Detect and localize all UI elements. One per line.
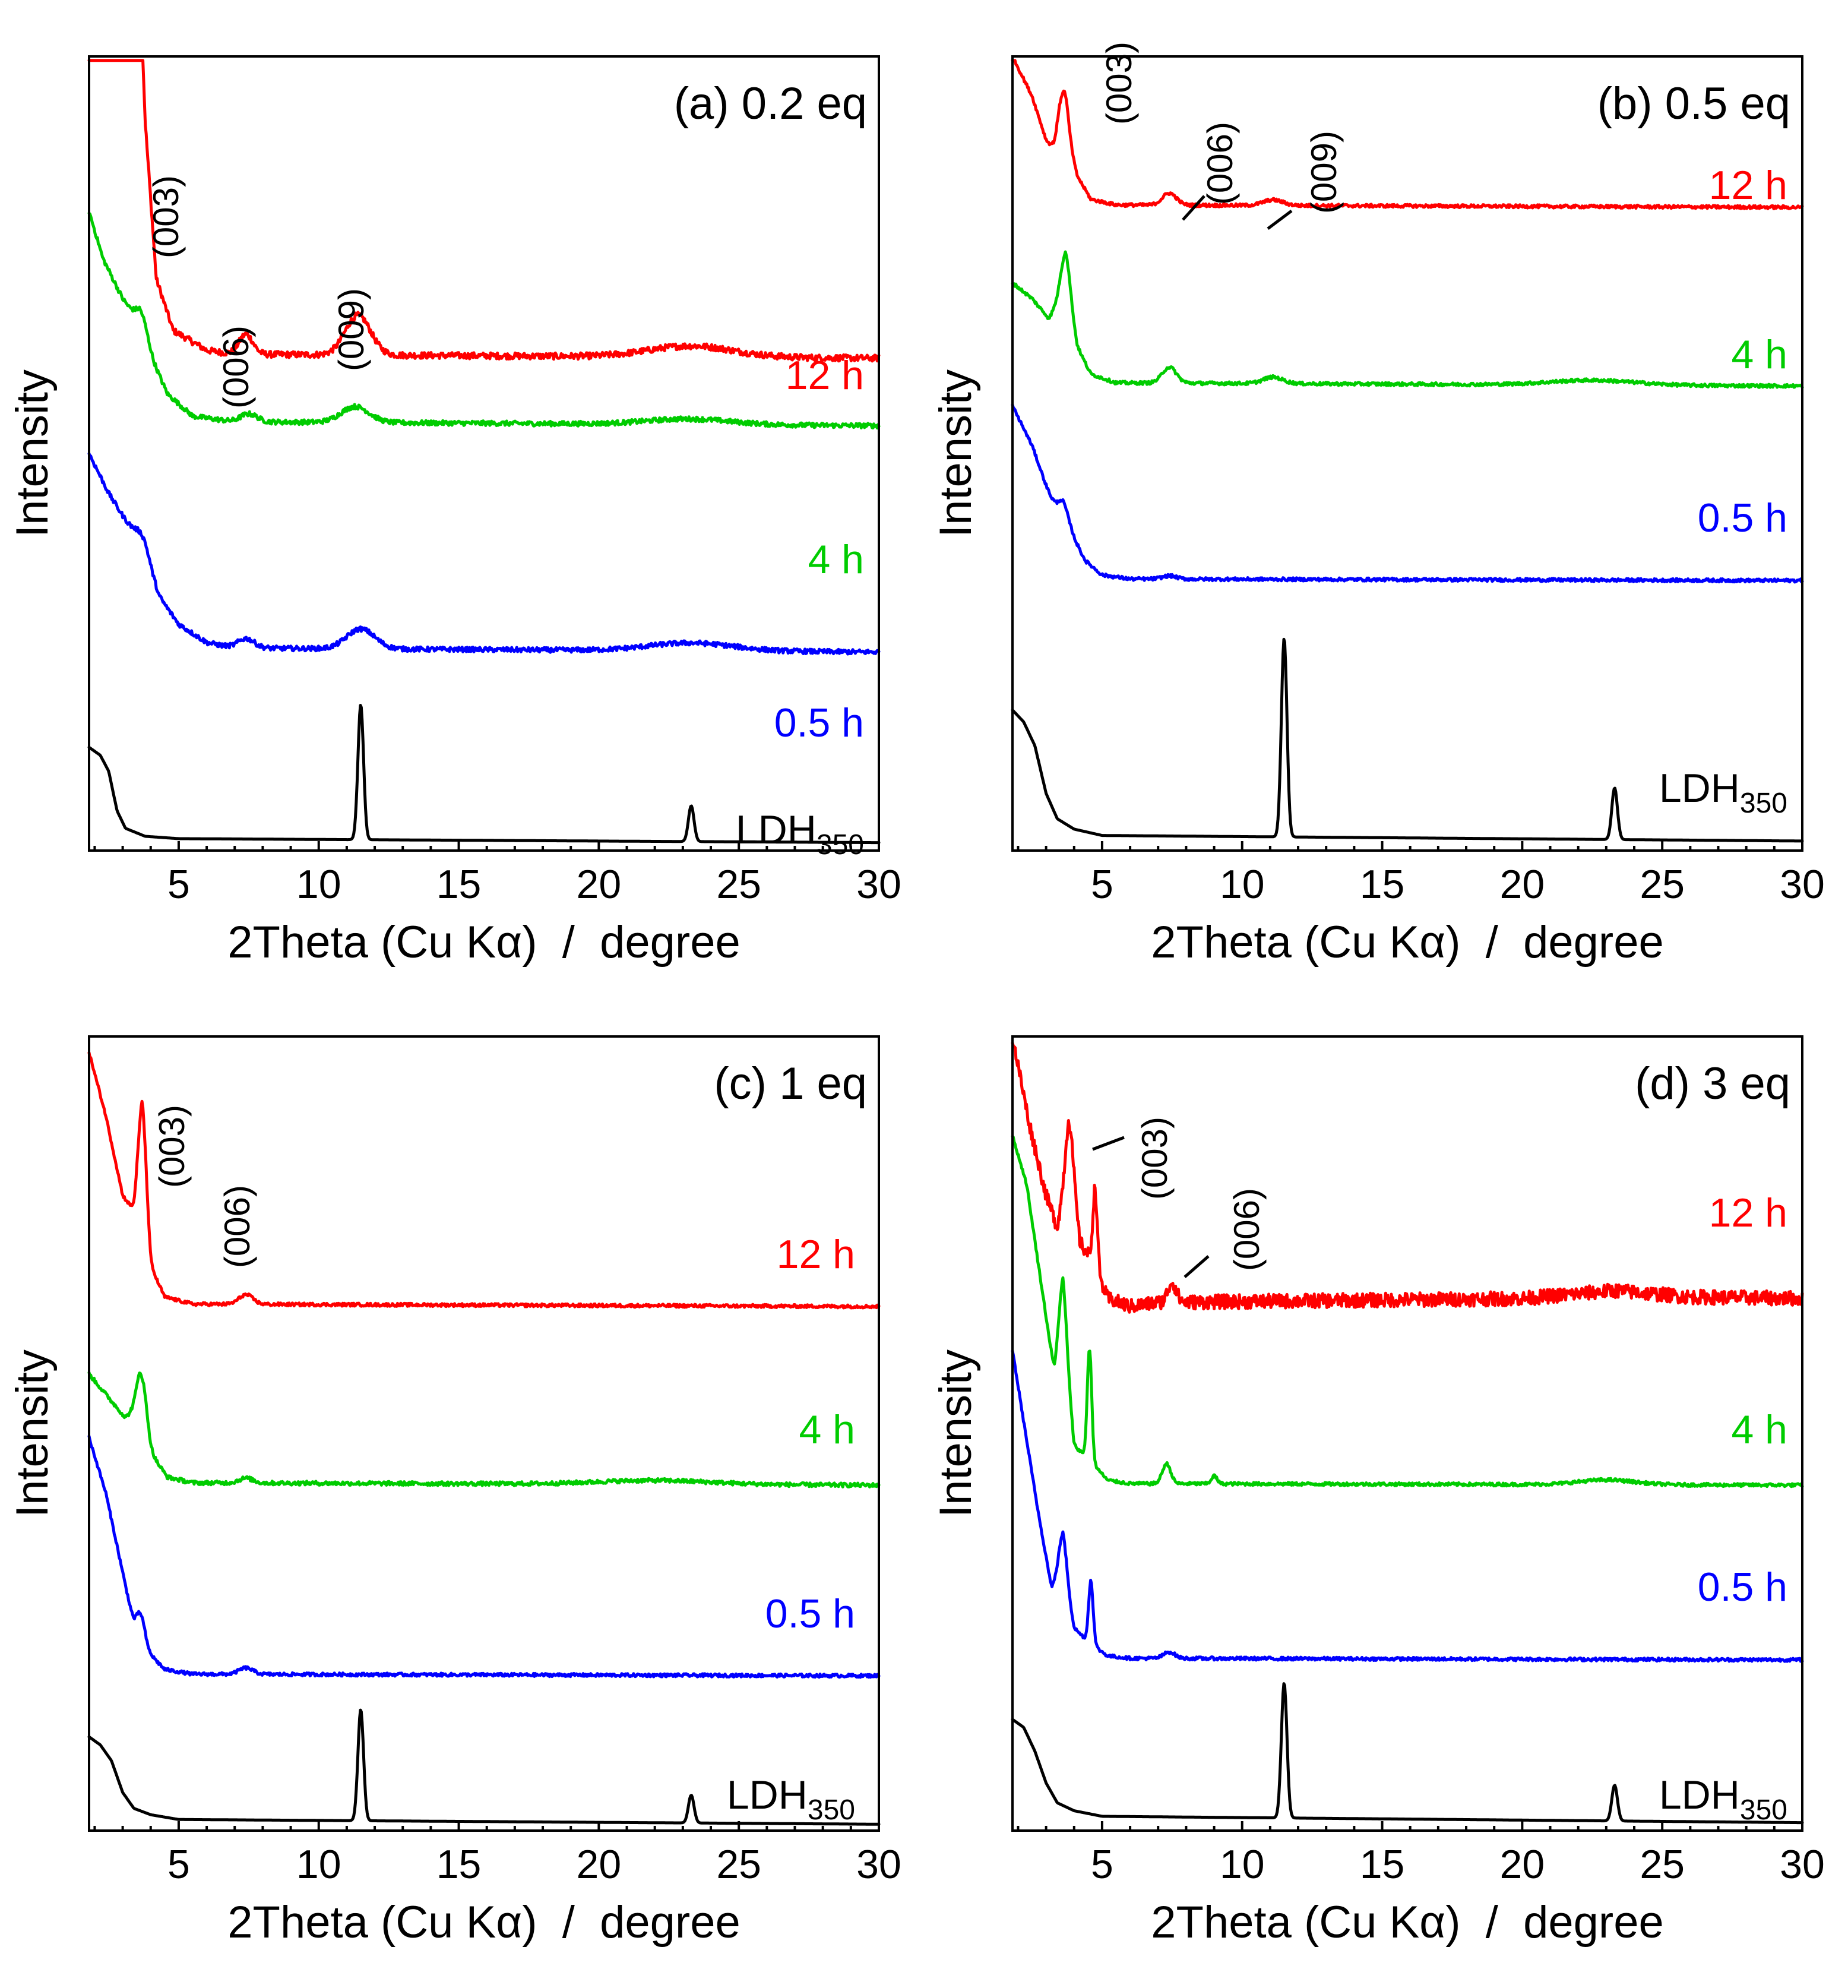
trace-0p5h — [1011, 1349, 1804, 1663]
series-label: LDH350 — [736, 807, 864, 861]
series-label: 12 h — [1709, 1190, 1787, 1235]
x-tick-label: 20 — [577, 1842, 622, 1887]
y-axis-title: Intensity — [931, 369, 981, 538]
trace-12h — [87, 1051, 881, 1310]
y-axis-title: Intensity — [7, 1349, 58, 1518]
trace-LDH350 — [1011, 1682, 1804, 1825]
x-tick-label: 30 — [856, 862, 901, 907]
trace-LDH350 — [87, 1708, 881, 1826]
panel-title: (a) 0.2 eq — [674, 78, 867, 129]
trace-12h — [1011, 1041, 1804, 1314]
panel-b: 5 10 15 20 25 30 2Theta (Cu Kα) / degree Intens… — [931, 42, 1825, 968]
series-label: LDH350 — [1659, 766, 1787, 819]
peak-label: (003) — [1099, 42, 1139, 125]
x-tick-label: 30 — [1780, 862, 1825, 907]
trace-4h — [1011, 1134, 1804, 1488]
x-tick-label: 20 — [1500, 862, 1545, 907]
x-axis-title: 2Theta (Cu Kα) / degree — [1151, 917, 1663, 968]
trace-12h — [1011, 59, 1804, 210]
peak-label: (009) — [331, 288, 371, 371]
series-label: 4 h — [1731, 332, 1787, 377]
peak-label: (009) — [1304, 131, 1344, 214]
panel-title: (c) 1 eq — [714, 1058, 867, 1109]
trace-0p5h — [87, 452, 881, 656]
x-tick-label: 25 — [1640, 862, 1685, 907]
panel-d: 5 10 15 20 25 30 2Theta (Cu Kα) / degree Intens… — [931, 1035, 1825, 1948]
trace-12h — [87, 59, 881, 363]
panel-title: (d) 3 eq — [1635, 1058, 1790, 1109]
x-tick-label: 15 — [436, 862, 482, 907]
x-tick-label: 30 — [856, 1842, 901, 1887]
x-tick-label: 25 — [1640, 1842, 1685, 1887]
x-tick-label: 20 — [577, 862, 622, 907]
x-tick-label: 10 — [1220, 1842, 1265, 1887]
x-tick-label: 25 — [716, 1842, 761, 1887]
trace-4h — [87, 211, 881, 430]
series-label: 4 h — [1731, 1407, 1787, 1452]
peak-leader-line — [1184, 1255, 1210, 1278]
x-tick-label: 5 — [167, 862, 190, 907]
peak-label: (003) — [1135, 1117, 1175, 1200]
y-axis-title: Intensity — [931, 1349, 981, 1518]
plot-frame — [88, 1035, 880, 1832]
peak-label: (006) — [1227, 1188, 1267, 1271]
x-axis-title: 2Theta (Cu Kα) / degree — [1151, 1897, 1663, 1948]
peak-label: (003) — [146, 175, 186, 258]
series-label: 0.5 h — [1698, 1565, 1787, 1610]
peak-label: (006) — [1200, 122, 1240, 205]
x-tick-label: 15 — [1360, 862, 1405, 907]
peak-label: (006) — [216, 325, 256, 409]
trace-4h — [1011, 250, 1804, 389]
x-axis-title: 2Theta (Cu Kα) / degree — [227, 917, 740, 968]
x-tick-label: 30 — [1780, 1842, 1825, 1887]
plot-frame — [1011, 55, 1803, 852]
peak-leader-line — [1182, 195, 1205, 221]
series-label: LDH350 — [727, 1772, 855, 1826]
plot-frame — [1011, 1035, 1803, 1832]
x-tick-label: 10 — [296, 1842, 341, 1887]
trace-0p5h — [1011, 403, 1804, 584]
trace-0p5h — [87, 1434, 881, 1679]
x-tick-label: 15 — [1360, 1842, 1405, 1887]
x-tick-label: 20 — [1500, 1842, 1545, 1887]
series-label: 12 h — [777, 1232, 855, 1277]
peak-leader-line — [1267, 210, 1293, 230]
x-axis-title: 2Theta (Cu Kα) / degree — [227, 1897, 740, 1948]
panel-c: 5 10 15 20 25 30 2Theta (Cu Kα) / degree Intens… — [7, 1035, 901, 1948]
y-axis-title: Intensity — [7, 369, 58, 538]
x-tick-label: 5 — [167, 1842, 190, 1887]
x-tick-label: 15 — [436, 1842, 482, 1887]
series-label: 4 h — [808, 537, 864, 582]
trace-LDH350 — [1011, 637, 1804, 843]
panel-title: (b) 0.5 eq — [1597, 78, 1790, 129]
x-tick-label: 10 — [1220, 862, 1265, 907]
series-label: 0.5 h — [774, 700, 864, 745]
series-label: 0.5 h — [1698, 495, 1787, 541]
x-tick-label: 10 — [296, 862, 341, 907]
series-label: 12 h — [786, 353, 864, 398]
x-tick-label: 25 — [716, 862, 761, 907]
x-tick-label: 5 — [1091, 1842, 1113, 1887]
panel-a: 5 10 15 20 25 30 2Theta (Cu Kα) / degree Intens… — [7, 55, 901, 968]
peak-leader-line — [1092, 1136, 1125, 1151]
trace-LDH350 — [87, 704, 881, 845]
peak-label: (003) — [152, 1105, 192, 1188]
series-label: 12 h — [1709, 163, 1787, 208]
series-label: 4 h — [799, 1407, 855, 1452]
series-label: LDH350 — [1659, 1772, 1787, 1826]
series-label: 0.5 h — [765, 1591, 855, 1636]
plot-frame — [88, 55, 880, 852]
trace-4h — [87, 1371, 881, 1488]
x-tick-label: 5 — [1091, 862, 1113, 907]
peak-label: (006) — [217, 1185, 257, 1268]
